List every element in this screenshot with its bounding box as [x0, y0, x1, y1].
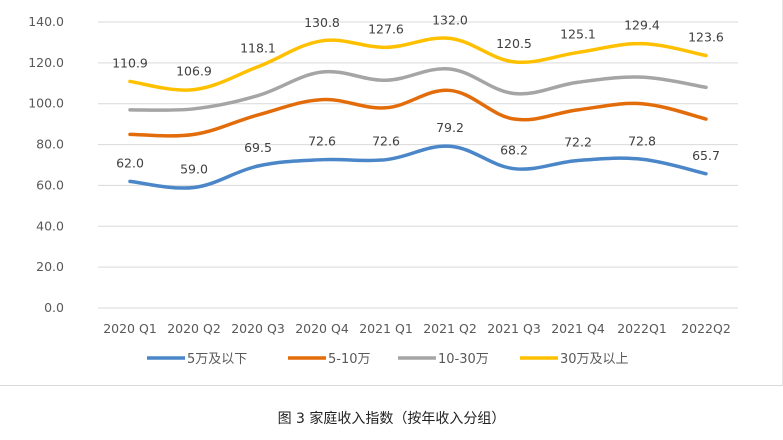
- y-tick-label: 0.0: [44, 300, 64, 315]
- legend-label: 5-10万: [328, 352, 371, 367]
- data-label: 59.0: [180, 161, 208, 176]
- data-label: 130.8: [304, 15, 340, 30]
- x-tick-label: 2021 Q2: [423, 321, 477, 336]
- data-labels: 62.0 59.0 69.5 72.6 72.6 79.2 68.2 72.2 72.8 65.7…: [112, 12, 724, 176]
- series-line: [128, 88, 708, 138]
- data-label: 123.6: [688, 30, 724, 45]
- chart-frame: 0.0 20.0 40.0 60.0 80.0 100.0 120.0 140.0 2020 …: [0, 0, 783, 386]
- data-label: 65.7: [692, 148, 720, 163]
- y-tick-label: 40.0: [36, 218, 64, 233]
- figure-caption: 图 3 家庭收入指数（按年收入分组）: [277, 411, 506, 427]
- data-label: 72.8: [628, 133, 656, 148]
- x-tick-label: 2021 Q4: [551, 321, 605, 336]
- x-tick-label: 2020 Q1: [103, 321, 157, 336]
- data-label: 62.0: [116, 155, 144, 170]
- series-lines: [128, 36, 708, 190]
- data-label: 72.6: [308, 134, 336, 149]
- x-tick-label: 2022Q2: [681, 321, 731, 336]
- x-tick-label: 2020 Q2: [167, 321, 221, 336]
- line-chart: 0.0 20.0 40.0 60.0 80.0 100.0 120.0 140.0 2020 …: [28, 12, 738, 367]
- data-label: 69.5: [244, 140, 272, 155]
- legend: 5万及以下 5-10万 10-30万 30万及以上: [147, 352, 629, 367]
- y-tick-label: 120.0: [28, 55, 64, 70]
- data-label: 106.9: [176, 64, 212, 79]
- data-label: 72.6: [372, 134, 400, 149]
- y-axis-ticks: 0.0 20.0 40.0 60.0 80.0 100.0 120.0 140.0: [28, 14, 64, 315]
- data-label: 132.0: [432, 12, 468, 27]
- x-tick-label: 2020 Q4: [295, 321, 349, 336]
- data-label: 125.1: [560, 26, 596, 41]
- y-tick-label: 100.0: [28, 96, 64, 111]
- data-label: 120.5: [496, 36, 532, 51]
- y-tick-label: 20.0: [36, 259, 64, 274]
- series-line: [128, 66, 708, 112]
- x-axis-ticks: 2020 Q1 2020 Q2 2020 Q3 2020 Q4 2021 Q1 2021 …: [103, 321, 731, 336]
- data-label: 127.6: [368, 21, 404, 36]
- data-label: 110.9: [112, 55, 148, 70]
- y-tick-label: 80.0: [36, 137, 64, 152]
- data-label: 68.2: [500, 143, 528, 158]
- series-line: [128, 144, 708, 190]
- series-line: [128, 36, 708, 92]
- y-tick-label: 60.0: [36, 177, 64, 192]
- data-label: 79.2: [436, 120, 464, 135]
- data-label: 72.2: [564, 135, 592, 150]
- legend-label: 30万及以上: [560, 352, 629, 367]
- x-tick-label: 2021 Q3: [487, 321, 541, 336]
- data-label: 118.1: [240, 41, 276, 56]
- x-tick-label: 2022Q1: [617, 321, 667, 336]
- y-tick-label: 140.0: [28, 14, 64, 29]
- legend-label: 5万及以下: [187, 352, 247, 367]
- legend-label: 10-30万: [438, 352, 489, 367]
- data-label: 129.4: [624, 18, 660, 33]
- x-tick-label: 2021 Q1: [359, 321, 413, 336]
- x-tick-label: 2020 Q3: [231, 321, 285, 336]
